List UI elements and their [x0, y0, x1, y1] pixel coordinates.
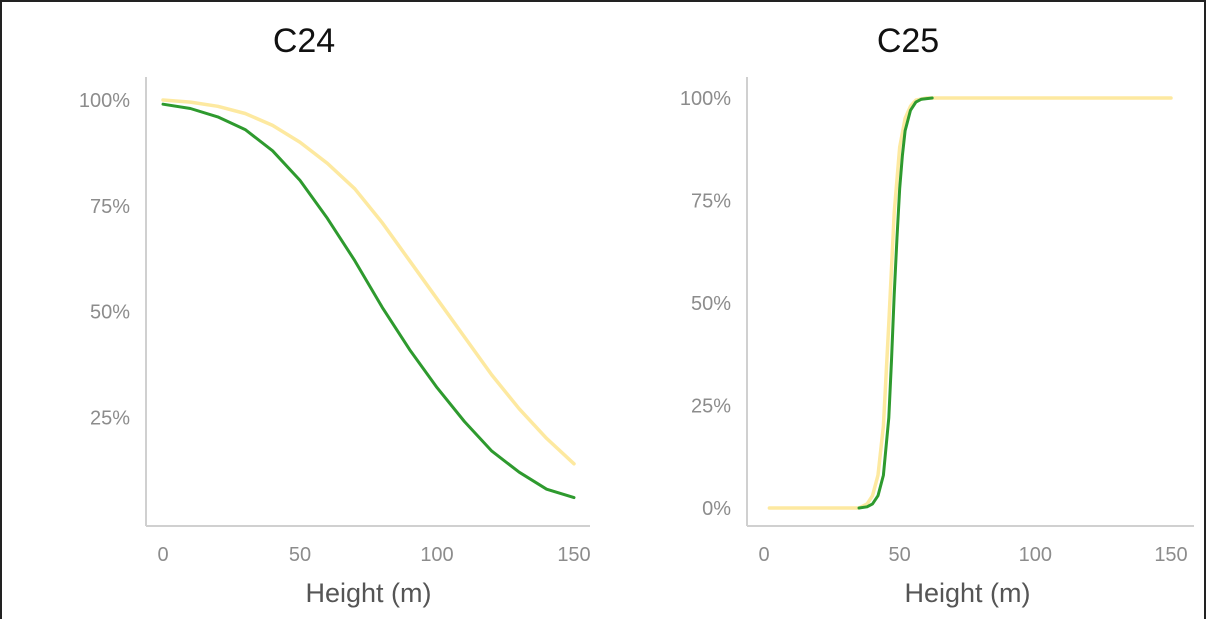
x-tick-label: 150: [557, 544, 590, 566]
y-tick-label: 100%: [79, 90, 130, 112]
y-tick-label: 50%: [90, 302, 130, 324]
chart-title: C24: [272, 22, 336, 60]
x-tick-label: 0: [758, 544, 769, 566]
x-axis-title: Height (m): [305, 578, 431, 608]
series-line-1: [161, 98, 576, 466]
y-tick-label: 75%: [90, 196, 130, 218]
series-line-2: [161, 102, 576, 500]
x-tick-label: 50: [289, 544, 311, 566]
x-tick-label: 100: [1019, 544, 1052, 566]
y-tick-label: 100%: [680, 88, 731, 110]
x-tick-label: 150: [1154, 544, 1187, 566]
chart-panel-c25: C25 0% 25% 50% 75% 100% 0 50 100 150 Height (m): [606, 2, 1208, 621]
x-tick-label: 0: [157, 544, 168, 566]
chart-panel-c24: C24 25% 50% 75% 100% 0 50 100 150 Height (m): [2, 2, 606, 621]
y-tick-label: 0%: [702, 498, 731, 520]
chart-plot-c24: 25% 50% 75% 100% 0 50 100 150 Height (m): [79, 77, 591, 608]
series-line-2: [857, 96, 934, 510]
y-tick-label: 50%: [691, 293, 731, 315]
chart-plot-c25: 0% 25% 50% 75% 100% 0 50 100 150 Height (m): [680, 77, 1194, 608]
y-tick-label: 25%: [90, 407, 130, 429]
x-tick-label: 100: [420, 544, 453, 566]
x-tick-label: 50: [889, 544, 911, 566]
y-tick-label: 75%: [691, 191, 731, 213]
y-tick-label: 25%: [691, 396, 731, 418]
series-line-1: [767, 96, 1173, 510]
chart-title: C25: [876, 22, 940, 60]
x-axis-title: Height (m): [904, 578, 1030, 608]
